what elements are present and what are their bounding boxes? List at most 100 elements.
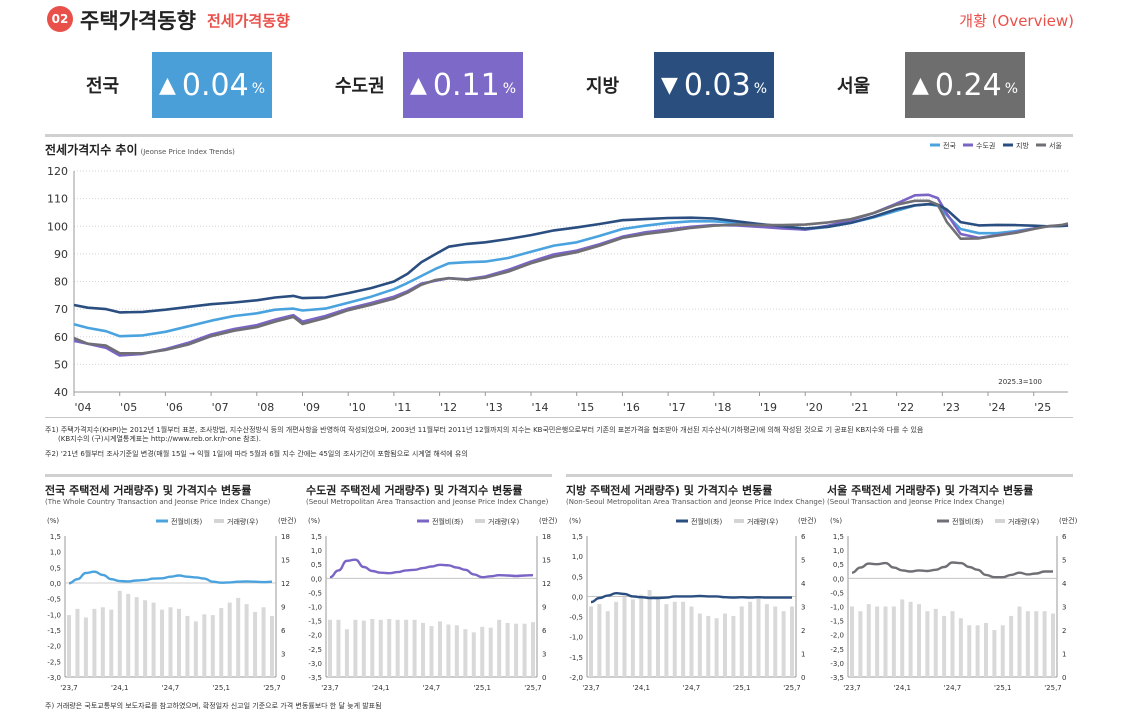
volume-bar [900, 599, 905, 677]
x-tick-label: '24,7 [683, 684, 701, 692]
x-tick-label: '24,7 [162, 684, 180, 692]
volume-bar [781, 611, 786, 677]
x-tick-label: '12 [440, 401, 457, 414]
volume-bar [630, 599, 635, 677]
legend-swatch-bar [734, 519, 744, 523]
volume-bar [656, 597, 660, 677]
small-chart-subtitle-capital: (Seoul Metropolitan Area Transaction and… [306, 498, 549, 506]
x-tick-label: '11 [394, 401, 411, 414]
legend-label: 전월비(좌) [691, 517, 722, 526]
x-tick-label: '08 [257, 401, 274, 414]
volume-bar [958, 618, 963, 677]
left-tick-label: 0,0 [311, 575, 322, 583]
x-tick-label: '13 [486, 401, 503, 414]
main-chart-title-en: (Jeonse Price Index Trends) [140, 148, 235, 156]
right-tick-label: 9 [281, 604, 285, 612]
volume-bar [454, 625, 459, 677]
legend-label: 전국 [943, 141, 956, 150]
volume-bar [522, 623, 527, 677]
note-2: 주2) '21년 6월부터 조사기준일 변경(매월 15일 → 익월 1일)에 … [45, 450, 468, 458]
volume-bar [67, 615, 71, 677]
left-tick-label: 1,5 [50, 533, 61, 541]
legend-label: 거래량(우) [747, 517, 778, 526]
x-tick-label: '19 [760, 401, 777, 414]
left-tick-label: -2,5 [47, 658, 61, 666]
left-tick-label: -1,5 [308, 618, 322, 626]
x-tick-label: '20 [806, 401, 823, 414]
right-tick-label: 0 [1062, 674, 1066, 682]
volume-bar [739, 606, 744, 677]
volume-bar [790, 606, 794, 677]
x-tick-label: '23 [943, 401, 960, 414]
x-tick-label: '10 [349, 401, 366, 414]
volume-bar [253, 611, 258, 677]
x-tick-label: '17 [669, 401, 686, 414]
up-arrow-icon: ▲ [409, 72, 427, 98]
right-tick-label: 9 [542, 604, 546, 612]
x-tick-label: '18 [714, 401, 731, 414]
section-divider [45, 134, 1073, 137]
volume-bar [697, 613, 702, 677]
volume-bar [883, 606, 888, 677]
left-tick-label: -3,0 [830, 660, 844, 668]
y-tick-label: 90 [54, 248, 68, 261]
volume-bar [370, 619, 375, 677]
x-tick-label: '23,7 [843, 684, 861, 692]
stat-label-seoul: 서울 [837, 76, 871, 97]
left-tick-label: 1,5 [833, 533, 844, 541]
stat-label-regions: 지방 [586, 76, 620, 97]
volume-bar [933, 608, 938, 677]
x-tick-label: '24,1 [632, 684, 650, 692]
x-tick-label: '25,1 [994, 684, 1012, 692]
left-tick-label: 0,5 [311, 561, 322, 569]
base-annotation: 2025.3=100 [998, 378, 1042, 386]
stat-unit: % [753, 81, 768, 97]
main-line-chart: 40 50 60 70 80 90 100 110 120 '04 '05 '06 '07 '08 '09 '… [47, 141, 1069, 414]
volume-bar [1009, 615, 1014, 677]
legend-label: 거래량(우) [227, 517, 258, 526]
series-line-서울 [73, 199, 1069, 355]
volume-bar [639, 594, 644, 677]
legend-swatch-bar [995, 519, 1005, 523]
right-tick-label: 6 [281, 627, 286, 635]
volume-bar [361, 620, 366, 677]
left-tick-label: -2,5 [830, 646, 844, 654]
volume-bar [134, 597, 139, 677]
volume-bar [1025, 611, 1030, 677]
up-arrow-icon: ▲ [158, 72, 176, 98]
right-tick-label: 6 [801, 533, 806, 541]
x-tick-label: '24,7 [423, 684, 441, 692]
volume-bar [992, 630, 997, 677]
left-tick-label: -1,0 [830, 604, 844, 612]
volume-bar [463, 629, 468, 677]
small-chart-subtitle-regions: (Non-Seoul Metropolitan Area Transaction… [566, 498, 825, 506]
right-tick-label: 15 [542, 557, 551, 565]
small-divider-2 [566, 474, 1073, 477]
volume-bar [429, 626, 434, 677]
small-chart-title-capital: 수도권 주택전세 거래량주) 및 가격지수 변동률 [306, 484, 523, 497]
stat-box-seoul: ▲ 0.24 % [905, 52, 1025, 118]
x-tick-label: '23,7 [60, 684, 78, 692]
volume-bar [531, 622, 535, 677]
volume-bar [984, 622, 988, 677]
small-chart-title-regions: 지방 주택전세 거래량주) 및 가격지수 변동률 [566, 484, 773, 497]
left-tick-label: -1,5 [830, 618, 844, 626]
volume-bar [1034, 611, 1039, 677]
volume-bar [689, 606, 694, 677]
volume-bar [1042, 611, 1047, 677]
volume-bar [151, 602, 156, 677]
stat-box-capital-area: ▲ 0.11 % [403, 52, 523, 118]
volume-bar [858, 611, 863, 677]
volume-bar [261, 607, 266, 677]
volume-bar [100, 607, 105, 677]
change-rate-line [851, 561, 1053, 579]
change-rate-line [590, 591, 792, 604]
volume-bar [236, 597, 241, 677]
series-line-지방 [73, 202, 1069, 314]
right-tick-label: 3 [281, 651, 285, 659]
volume-bar [605, 611, 610, 677]
left-tick-label: -1,0 [47, 611, 61, 619]
y-tick-label: 100 [47, 220, 68, 233]
right-tick-label: 5 [801, 557, 805, 565]
left-tick-label: 1,0 [50, 549, 61, 557]
